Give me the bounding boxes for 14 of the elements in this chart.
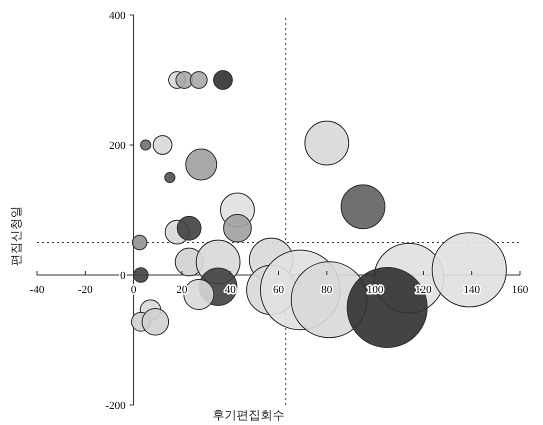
- x-tick-label: -40: [30, 284, 45, 296]
- x-tick-label: 120: [415, 284, 432, 296]
- x-tick-label: 100: [366, 284, 384, 296]
- y-axis-title: 편집신청일: [9, 206, 23, 266]
- y-tick-label: -200: [105, 400, 126, 412]
- y-tick-label: 400: [109, 10, 126, 22]
- x-tick-label: 40: [224, 284, 236, 296]
- x-tick-label: 160: [512, 284, 529, 296]
- y-tick-label: 200: [109, 140, 126, 152]
- x-tick-label: 140: [463, 284, 480, 296]
- x-axis-title: 후기편집회수: [212, 408, 285, 422]
- x-tick-label: 80: [321, 284, 333, 296]
- x-tick-label: -20: [78, 284, 94, 296]
- x-tick-label: 60: [273, 284, 284, 296]
